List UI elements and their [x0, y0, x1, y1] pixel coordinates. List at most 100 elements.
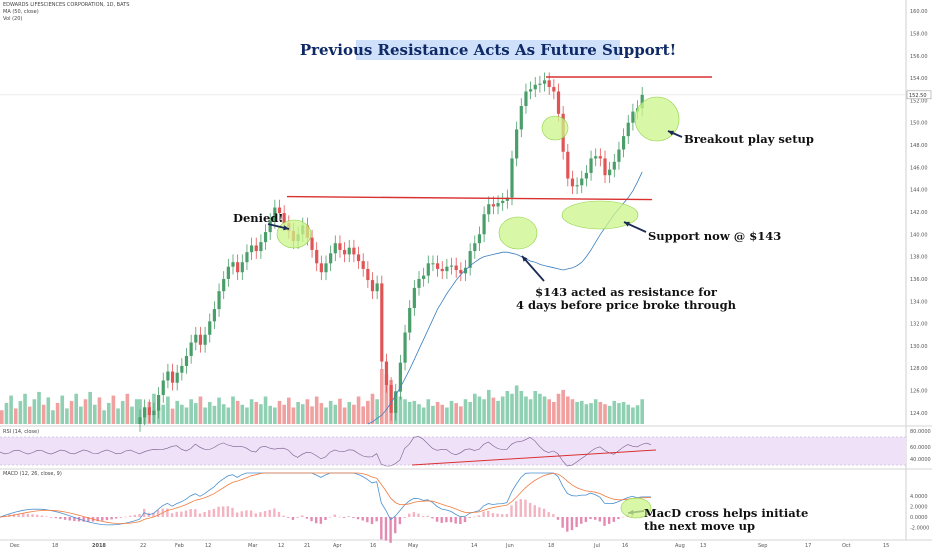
- candle-body: [626, 122, 630, 137]
- macd-histogram-bar: [621, 516, 625, 518]
- arrow-support-head: [624, 221, 630, 227]
- macd-histogram-bar: [333, 514, 336, 517]
- volume-bar: [268, 405, 272, 424]
- candle-body: [170, 371, 175, 383]
- volume-bar: [435, 402, 440, 424]
- volume-bar: [69, 401, 74, 424]
- macd-histogram-bar: [180, 511, 183, 517]
- macd-histogram-bar: [533, 505, 536, 517]
- volume-bar: [384, 374, 389, 424]
- candle-body: [640, 94, 644, 109]
- time-tick-label: 16: [370, 543, 376, 549]
- volume-bar: [221, 404, 226, 424]
- candle-body: [231, 262, 235, 267]
- macd-histogram-bar: [138, 514, 141, 517]
- volume-bar: [328, 400, 333, 424]
- macd-histogram-bar: [231, 507, 234, 517]
- macd-histogram-bar: [17, 513, 20, 517]
- volume-bar: [440, 404, 445, 424]
- macd-histogram-bar: [222, 506, 225, 517]
- candle-body: [259, 242, 263, 252]
- macd-histogram-bar: [26, 513, 30, 517]
- volume-bar: [120, 401, 125, 424]
- macd-histogram-bar: [561, 517, 564, 528]
- candle-body: [203, 334, 207, 345]
- time-tick-label: Jul: [593, 543, 600, 549]
- current-price-tag: [906, 90, 932, 100]
- candle-body: [338, 243, 342, 250]
- volume-bar: [259, 404, 263, 424]
- macd-histogram-bar: [49, 517, 53, 518]
- volume-bar: [240, 404, 245, 424]
- macd-histogram-bar: [245, 510, 248, 517]
- macd-histogram-bar: [542, 508, 546, 517]
- volume-bar: [116, 408, 120, 424]
- volume-bar: [79, 406, 83, 424]
- candle-body: [631, 111, 635, 123]
- volume-bar: [635, 405, 640, 424]
- macd-histogram-bar: [482, 511, 485, 517]
- time-tick-label: 2018: [92, 543, 106, 549]
- macd-histogram-bar: [519, 499, 522, 517]
- macd-histogram-bar: [305, 517, 309, 519]
- time-tick-label: 17: [805, 543, 811, 549]
- macd-histogram-bar: [528, 502, 532, 517]
- volume-bar: [300, 404, 305, 424]
- candle-body: [143, 407, 147, 418]
- time-tick-label: 16: [622, 543, 628, 549]
- macd-histogram-bar: [235, 512, 239, 517]
- rsi-trendline: [411, 449, 657, 466]
- macd-histogram-bar: [445, 517, 448, 523]
- price-tick-label: 128.00: [910, 366, 928, 372]
- candle-body: [580, 178, 584, 186]
- annotation-denied: Denied!: [233, 211, 284, 225]
- macd-histogram-bar: [449, 517, 453, 523]
- macd-histogram-bar: [338, 516, 341, 518]
- candle-body: [575, 185, 579, 187]
- macd-histogram-bar: [468, 517, 471, 518]
- candle-body: [612, 161, 616, 170]
- volume-bar: [0, 410, 4, 424]
- volume-bar: [347, 402, 352, 424]
- volume-bar: [13, 408, 18, 424]
- macd-histogram-bar: [249, 510, 253, 517]
- volume-bar: [468, 402, 472, 424]
- candle-body: [422, 275, 426, 279]
- volume-bar: [547, 399, 551, 424]
- volume-bar: [431, 405, 435, 424]
- macd-histogram-bar: [487, 510, 490, 517]
- highlight-ellipse: [634, 96, 680, 142]
- volume-bar: [212, 405, 217, 424]
- volume-bar: [74, 393, 78, 424]
- rsi-tick-label: 40.0000: [910, 457, 931, 463]
- volume-bar: [305, 399, 310, 424]
- annotation-resistance-line1: $143 acted as resistance for: [535, 285, 717, 299]
- candle-body: [515, 129, 519, 159]
- volume-bar: [593, 399, 598, 424]
- price-tick-label: 130.00: [910, 344, 928, 350]
- macd-histogram-bar: [598, 517, 602, 522]
- macd-histogram-bar: [22, 513, 25, 517]
- volume-bar: [226, 407, 231, 424]
- volume-bar: [18, 401, 23, 424]
- candle-body: [277, 207, 282, 214]
- volume-bar: [106, 402, 111, 424]
- volume-bar: [603, 404, 607, 424]
- volume-bar: [510, 393, 514, 424]
- macd-histogram-bar: [607, 517, 611, 524]
- macd-histogram-bar: [273, 508, 276, 517]
- candle-body: [138, 417, 142, 424]
- candle-body: [324, 263, 328, 273]
- candle-body: [222, 278, 226, 292]
- arrow-resistance: [521, 255, 545, 282]
- candle-body: [398, 362, 402, 392]
- macd-histogram-bar: [319, 517, 323, 524]
- candle-body: [603, 158, 607, 176]
- volume-bar: [324, 407, 328, 424]
- volume-bar: [514, 385, 519, 424]
- candle-body: [161, 380, 165, 395]
- candle-body: [440, 268, 444, 272]
- candle-body: [394, 391, 398, 413]
- candle-body: [166, 371, 170, 381]
